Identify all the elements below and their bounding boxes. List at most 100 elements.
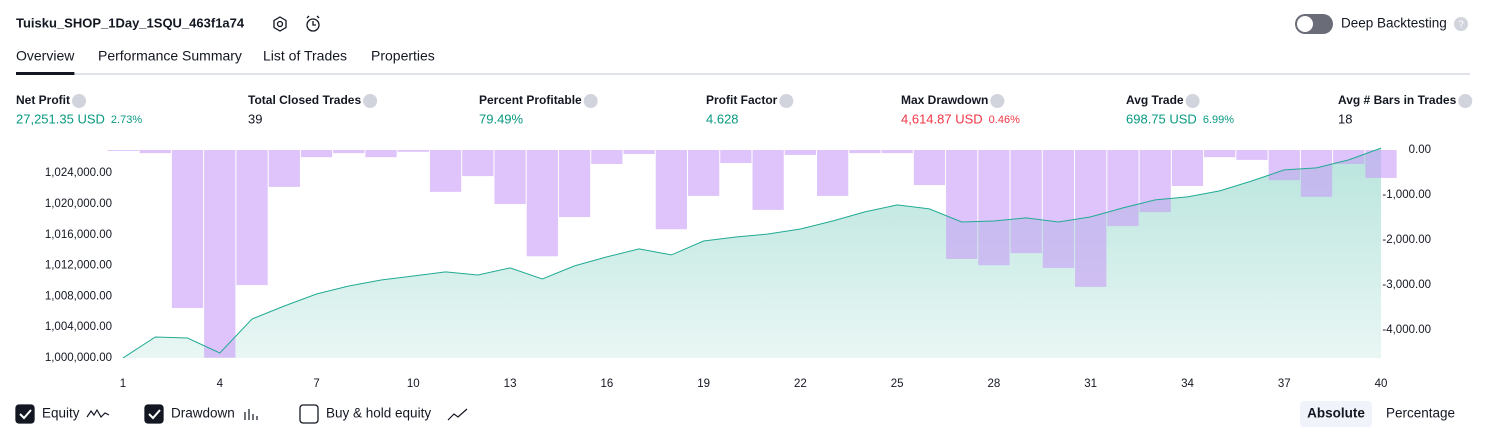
drawdown-bar bbox=[849, 150, 881, 154]
tab[interactable]: List of Trades bbox=[263, 48, 347, 64]
y2-tick-label: 0.00 bbox=[1409, 144, 1431, 156]
x-tick-label: 16 bbox=[600, 378, 613, 390]
drawdown-bar bbox=[655, 150, 687, 230]
legend-glyph bbox=[447, 408, 468, 421]
stat-label: Percent Profitable bbox=[479, 93, 582, 107]
drawdown-bar bbox=[300, 150, 333, 158]
toggle-label: Deep Backtesting bbox=[1341, 16, 1447, 31]
drawdown-bar bbox=[1010, 150, 1042, 254]
y-tick-label: 1,016,000.00 bbox=[45, 229, 112, 241]
drawdown-bar bbox=[978, 150, 1010, 266]
info-icon[interactable] bbox=[72, 94, 86, 108]
x-tick-label: 31 bbox=[1084, 378, 1097, 390]
drawdown-bar bbox=[494, 150, 526, 205]
info-icon[interactable] bbox=[1185, 94, 1200, 108]
drawdown-bar bbox=[268, 150, 300, 187]
drawdown-bar bbox=[236, 150, 268, 286]
stat-value: 698.75 USD bbox=[1126, 111, 1197, 126]
tab[interactable]: Overview bbox=[16, 48, 75, 64]
info-icon[interactable] bbox=[990, 94, 1005, 108]
alert-icon[interactable] bbox=[306, 15, 320, 32]
drawdown-bar bbox=[171, 150, 204, 309]
x-tick-label: 4 bbox=[217, 378, 224, 390]
x-tick-label: 1 bbox=[120, 378, 126, 390]
drawdown-bar bbox=[1365, 150, 1397, 178]
drawdown-bar bbox=[462, 150, 494, 177]
help-icon[interactable]: ? bbox=[1454, 17, 1468, 31]
x-tick-label: 10 bbox=[407, 378, 420, 390]
x-tick-label: 37 bbox=[1278, 378, 1291, 390]
drawdown-bar bbox=[1107, 150, 1139, 227]
info-icon[interactable] bbox=[779, 94, 794, 108]
drawdown-bar bbox=[1204, 150, 1236, 158]
drawdown-bar bbox=[1300, 150, 1333, 197]
stat-value: 4,614.87 USD bbox=[901, 111, 983, 126]
equity-area bbox=[122, 148, 1382, 358]
drawdown-bar bbox=[204, 150, 236, 358]
stat-value: 18 bbox=[1338, 111, 1352, 126]
x-tick-label: 40 bbox=[1375, 378, 1388, 390]
drawdown-bar bbox=[1333, 150, 1365, 164]
x-tick-label: 25 bbox=[891, 378, 904, 390]
y-tick-label: 1,008,000.00 bbox=[45, 290, 112, 302]
legend-label: Drawdown bbox=[171, 406, 235, 421]
drawdown-bar bbox=[397, 150, 429, 152]
drawdown-bar bbox=[817, 150, 849, 196]
drawdown-bar bbox=[1139, 150, 1171, 213]
checkmark bbox=[19, 409, 32, 420]
y-tick-label: 1,000,000.00 bbox=[45, 352, 112, 364]
tab[interactable]: Performance Summary bbox=[98, 48, 242, 64]
y-tick-label: 1,024,000.00 bbox=[45, 167, 112, 179]
drawdown-bar bbox=[558, 150, 591, 218]
drawdown-bar bbox=[946, 150, 978, 259]
drawdown-bar bbox=[1171, 150, 1204, 187]
stat-label: Profit Factor bbox=[706, 93, 778, 107]
legend-label: Equity bbox=[42, 406, 80, 421]
x-tick-label: 19 bbox=[697, 378, 710, 390]
checkmark bbox=[148, 409, 161, 420]
checkbox[interactable] bbox=[15, 404, 35, 424]
info-icon[interactable] bbox=[363, 94, 378, 108]
stat-value: 4.628 bbox=[706, 111, 739, 126]
stat-percent: 6.99% bbox=[1203, 114, 1234, 126]
stat-percent: 2.73% bbox=[111, 114, 142, 126]
stat-value: 27,251.35 USD bbox=[16, 111, 105, 126]
mode-button[interactable]: Absolute bbox=[1307, 406, 1365, 421]
drawdown-bar bbox=[365, 150, 397, 158]
tab-indicator bbox=[16, 72, 75, 75]
drawdown-bar bbox=[1236, 150, 1268, 160]
equity-line bbox=[122, 147, 1382, 359]
drawdown-bar bbox=[333, 150, 365, 154]
drawdown-bar bbox=[107, 150, 139, 151]
info-icon[interactable] bbox=[1458, 94, 1473, 108]
x-tick-label: 7 bbox=[313, 378, 319, 390]
x-tick-label: 28 bbox=[988, 378, 1001, 390]
drawdown-bar bbox=[784, 150, 817, 155]
x-tick-label: 13 bbox=[504, 378, 517, 390]
checkbox[interactable] bbox=[144, 404, 164, 424]
mode-button-bg bbox=[1300, 401, 1372, 427]
info-icon[interactable] bbox=[583, 94, 598, 108]
stat-value: 79.49% bbox=[479, 111, 524, 126]
stat-label: Net Profit bbox=[16, 93, 70, 107]
tab[interactable]: Properties bbox=[371, 48, 435, 64]
y2-tick-label: -3,000.00 bbox=[1382, 279, 1431, 291]
stat-label: Max Drawdown bbox=[901, 93, 988, 107]
settings-icon[interactable] bbox=[273, 16, 287, 32]
legend-glyph bbox=[86, 408, 110, 418]
drawdown-bar bbox=[429, 150, 462, 192]
x-tick-label: 22 bbox=[794, 378, 807, 390]
drawdown-bar bbox=[687, 150, 720, 196]
y-tick-label: 1,012,000.00 bbox=[45, 260, 112, 272]
checkbox[interactable] bbox=[299, 404, 319, 424]
legend-glyph bbox=[244, 409, 258, 420]
drawdown-bar bbox=[526, 150, 558, 257]
toggle[interactable] bbox=[1295, 14, 1333, 34]
drawdown-bar bbox=[1042, 150, 1075, 268]
mode-button[interactable]: Percentage bbox=[1386, 406, 1455, 421]
stat-percent: 0.46% bbox=[989, 114, 1020, 126]
drawdown-bar bbox=[591, 150, 623, 164]
stat-label: Total Closed Trades bbox=[248, 93, 361, 107]
y2-tick-label: -1,000.00 bbox=[1382, 189, 1431, 201]
